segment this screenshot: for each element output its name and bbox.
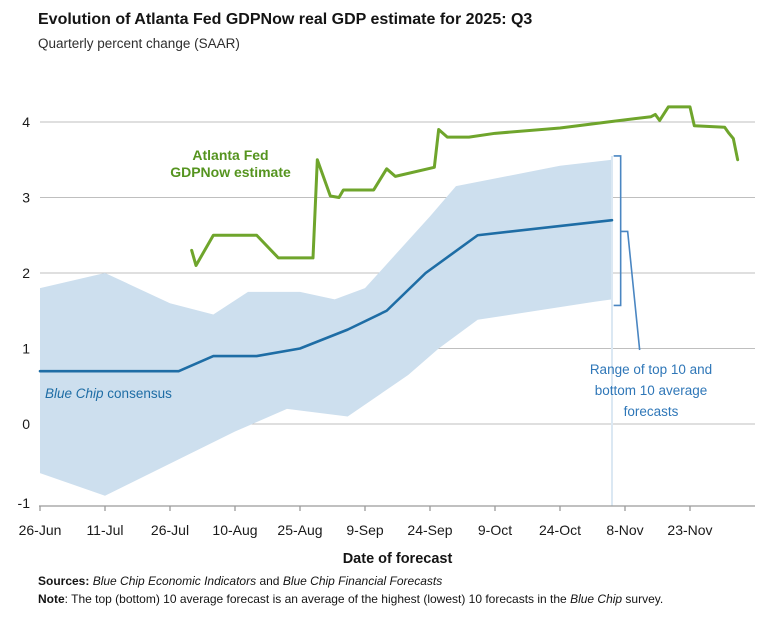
source-1: Blue Chip Economic Indicators (92, 574, 257, 588)
range-leader-line (620, 230, 641, 351)
bluechip-label-rest: consensus (103, 386, 172, 401)
range-annotation-label: Range of top 10 and bottom 10 average fo… (589, 362, 713, 419)
x-tick-label: 26-Jul (151, 522, 189, 538)
x-axis-title: Date of forecast (342, 551, 453, 567)
bluechip-line (38, 218, 614, 373)
gdpnow-line (190, 105, 740, 267)
range-bracket (613, 155, 622, 307)
page-subtitle: Quarterly percent change (SAAR) (38, 36, 240, 51)
y-tick-label: 3 (22, 190, 30, 206)
note-italic: Blue Chip (570, 592, 623, 606)
x-tick-label: 26-Jun (19, 522, 62, 538)
x-tick-label: 23-Nov (667, 522, 712, 538)
gdpnow-series-label: Atlanta Fed GDPNow estimate (170, 147, 291, 180)
x-tick-label: 8-Nov (606, 522, 643, 538)
note-line: Note: The top (bottom) 10 average foreca… (38, 592, 663, 606)
x-tick-label: 25-Aug (277, 522, 322, 538)
sources-and: and (256, 574, 283, 588)
x-tick-label: 11-Jul (86, 522, 123, 538)
sources-label: Sources: (38, 574, 93, 588)
forecast-band (40, 159, 612, 496)
source-2: Blue Chip Financial Forecasts (282, 574, 443, 588)
x-tick-label: 10-Aug (212, 522, 257, 538)
note-text-1: : The top (bottom) 10 average forecast i… (64, 592, 571, 606)
x-tick-label: 9-Sep (346, 522, 384, 538)
y-tick-label: -1 (18, 495, 31, 511)
y-tick-label: 4 (22, 114, 30, 130)
bluechip-series-label: Blue Chip consensus (45, 386, 172, 401)
page-title: Evolution of Atlanta Fed GDPNow real GDP… (38, 11, 533, 28)
sources-line: Sources: Blue Chip Economic Indicators a… (38, 574, 442, 588)
bluechip-label-italic: Blue Chip (45, 386, 104, 401)
x-tick-label: 9-Oct (478, 522, 512, 538)
note-text-2: survey. (622, 592, 664, 606)
y-tick-label: 1 (22, 341, 30, 357)
y-tick-label: 0 (22, 416, 30, 432)
note-label: Note (38, 592, 65, 606)
x-tick-label: 24-Sep (407, 522, 452, 538)
y-tick-label: 2 (22, 265, 30, 281)
x-tick-label: 24-Oct (539, 522, 581, 538)
